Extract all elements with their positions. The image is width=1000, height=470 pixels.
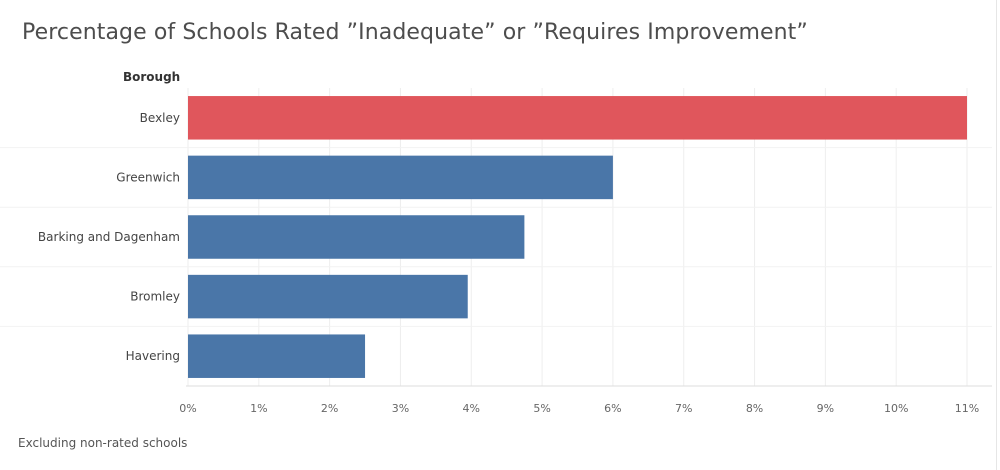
- category-label: Greenwich: [116, 170, 180, 184]
- bar-bromley[interactable]: [188, 274, 468, 319]
- panel-divider: [996, 0, 997, 470]
- footnote: Excluding non-rated schools: [18, 436, 188, 450]
- x-tick-label: 0%: [179, 402, 196, 415]
- x-tick-label: 6%: [604, 402, 621, 415]
- category-label: Havering: [126, 349, 180, 363]
- bar-barking-and-dagenham[interactable]: [188, 215, 525, 259]
- x-tick-label: 11%: [955, 402, 979, 415]
- bar-havering[interactable]: [188, 334, 366, 378]
- x-tick-label: 10%: [884, 402, 908, 415]
- category-label: Bromley: [130, 290, 180, 304]
- x-tick-label: 7%: [675, 402, 692, 415]
- category-label: Barking and Dagenham: [38, 230, 180, 244]
- x-tick-label: 8%: [746, 402, 763, 415]
- x-tick-label: 1%: [250, 402, 267, 415]
- x-tick-label: 5%: [533, 402, 550, 415]
- x-tick-label: 9%: [817, 402, 834, 415]
- bars-layer: [188, 96, 967, 378]
- chart-title: Percentage of Schools Rated ”Inadequate”…: [22, 20, 808, 45]
- x-tick-label: 3%: [392, 402, 409, 415]
- ticks-layer: 0% 1% 2% 3% 4% 5% 6% 7% 8% 9% 10% 11%: [179, 402, 979, 415]
- row-header: Borough: [123, 70, 180, 84]
- x-tick-label: 2%: [321, 402, 338, 415]
- bar-greenwich[interactable]: [188, 155, 613, 200]
- bar-bexley[interactable]: [188, 96, 967, 140]
- x-tick-label: 4%: [463, 402, 480, 415]
- labels-layer: Bexley Greenwich Barking and Dagenham Broml…: [38, 111, 180, 363]
- category-label: Bexley: [140, 111, 180, 125]
